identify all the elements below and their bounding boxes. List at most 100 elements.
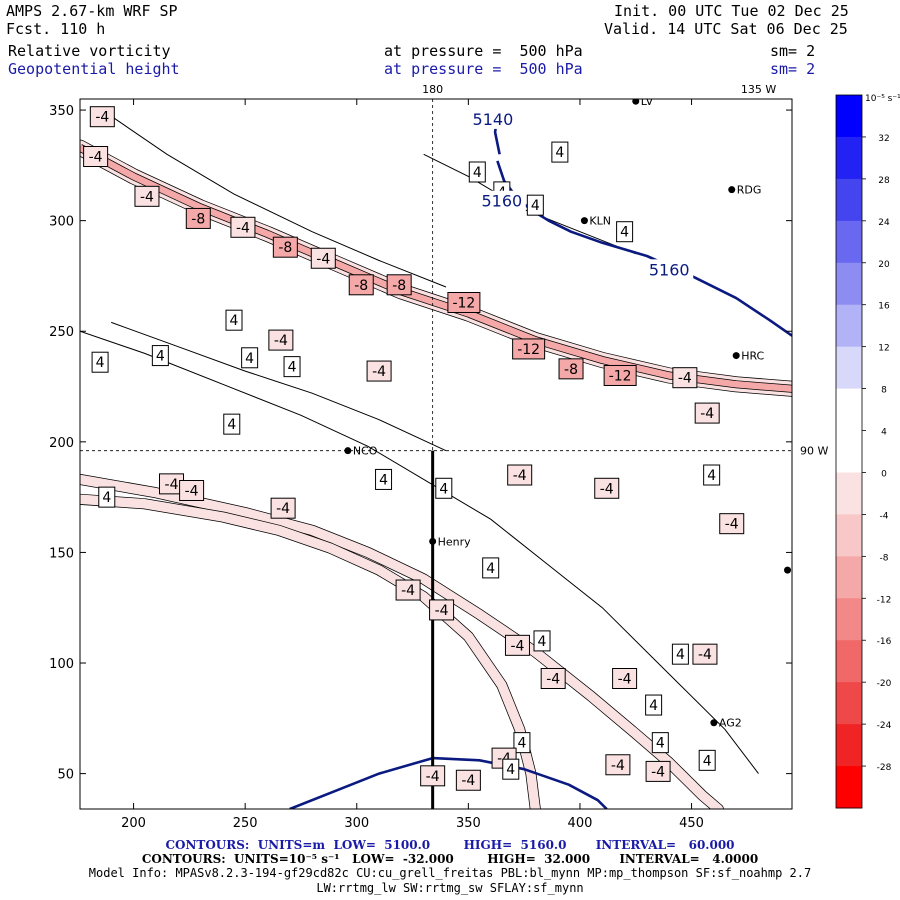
meridian-label: 135 W: [741, 83, 776, 96]
plot-area: -4-4-4-8-4-8-4-8-8-12-12-8-12-4-4444444-…: [80, 95, 792, 809]
vorticity-label-box: [694, 402, 720, 424]
vorticity-label-box: [223, 413, 241, 435]
vorticity-label-box: [507, 464, 533, 486]
vorticity-label: 4: [620, 225, 629, 241]
colorbar-tick-label: 20: [878, 260, 890, 270]
colorbar-swatch: [836, 514, 862, 557]
vorticity-label: -8: [191, 211, 205, 227]
colorbar-tick-label: -8: [880, 553, 889, 563]
vorticity-label-box: [540, 668, 566, 690]
height-label: 5160: [649, 260, 690, 279]
vorticity-label: -4: [435, 603, 449, 619]
vorticity-label-box: [605, 754, 631, 776]
station-dot: [784, 566, 792, 574]
vorticity-label-box: [179, 479, 205, 501]
vorticity-label: 4: [538, 634, 547, 650]
vorticity-label: 4: [96, 355, 105, 371]
vorticity-label-box: [89, 106, 115, 128]
colorbar-swatch: [836, 556, 862, 599]
colorbar-tick-label: 0: [881, 469, 887, 479]
vorticity-label-box: [512, 338, 546, 360]
vorticity-label-box: [366, 360, 392, 382]
vorticity-label-box: [310, 247, 336, 269]
vorticity-label-box: [692, 643, 718, 665]
vorticity-label: 4: [486, 561, 495, 577]
field2-smoothing: sm= 2: [770, 60, 816, 78]
height-label-bg: [477, 190, 526, 211]
y-tick-label: 100: [49, 657, 74, 672]
vorticity-label-box: [616, 221, 634, 243]
vorticity-label: 4: [703, 753, 712, 769]
vorticity-label: 4: [379, 472, 388, 488]
vorticity-label: -8: [392, 278, 406, 294]
pos-contour-0: [102, 109, 447, 288]
vorticity-label: 4: [676, 647, 685, 663]
colorbar-tick-label: 32: [878, 134, 889, 144]
colorbar-tick-label: -16: [877, 637, 892, 647]
station-dot: [728, 186, 736, 194]
vorticity-label-box: [671, 643, 689, 665]
station-label: LV: [641, 95, 654, 108]
vorticity-label-box: [98, 486, 116, 508]
vorticity-label-box: [447, 291, 481, 313]
vorticity-label-box: [270, 497, 296, 519]
colorbar-swatch: [836, 346, 862, 390]
vorticity-label: -4: [372, 364, 386, 380]
colorbar-tick-label: -28: [877, 763, 892, 773]
station-label: RDG: [737, 184, 762, 197]
vorticity-label-box: [272, 236, 298, 258]
vorticity-label-box: [645, 694, 663, 716]
vorticity-label: -4: [698, 647, 712, 663]
vorticity-label: -4: [95, 110, 109, 126]
y-tick-label: 350: [49, 104, 74, 119]
height-label-bg: [468, 108, 517, 129]
colorbar-swatch: [836, 472, 862, 515]
y-tick-label: 250: [49, 325, 74, 340]
valid-time: Valid. 14 UTC Sat 06 Dec 25: [604, 20, 848, 38]
vorticity-label: -4: [276, 501, 290, 517]
station-dot: [344, 447, 352, 455]
plot-frame: [79, 98, 793, 810]
vorticity-label: 4: [156, 349, 165, 365]
vorticity-label-box: [672, 367, 698, 389]
vorticity-label: -4: [185, 483, 199, 499]
vorticity-label: -4: [651, 764, 665, 780]
station-dot: [580, 217, 588, 225]
vorticity-label-box: [482, 557, 500, 579]
station-label: NCO: [353, 445, 378, 458]
height-label: 5160: [481, 192, 522, 211]
height-label: 5140: [473, 110, 514, 129]
vorticity-label: -4: [461, 773, 475, 789]
vorticity-label: -4: [89, 150, 103, 166]
colorbar-tick-label: 8: [881, 386, 887, 396]
vorticity-label-box: [395, 579, 421, 601]
vorticity-label-box: [435, 477, 453, 499]
colorbar-tick-label: -24: [877, 721, 892, 731]
colorbar-swatch: [836, 430, 862, 473]
station-dot: [710, 719, 718, 727]
vorticity-label: -4: [165, 477, 179, 493]
vorticity-label: -12: [452, 295, 475, 311]
station-label: KLN: [589, 215, 611, 228]
vorticity-label-box: [230, 216, 256, 238]
vorticity-label-box: [83, 146, 109, 168]
vorticity-label-box: [502, 758, 520, 780]
station-dot: [632, 99, 640, 105]
vorticity-label: -4: [600, 481, 614, 497]
vorticity-label-box: [513, 732, 531, 754]
vorticity-label-box: [268, 329, 294, 351]
vorticity-label: 4: [227, 417, 236, 433]
vorticity-label: 4: [656, 736, 665, 752]
vorticity-label-box: [241, 347, 259, 369]
vorticity-label: -8: [564, 362, 578, 378]
colorbar-swatch: [836, 724, 862, 767]
vorticity-label: -4: [236, 220, 250, 236]
vorticity-label-box: [151, 345, 169, 367]
field1-smoothing: sm= 2: [770, 42, 816, 60]
pos-contour-2: [111, 321, 447, 452]
station-label: AG2: [719, 717, 742, 730]
vorticity-map: -4-4-4-8-4-8-4-8-8-12-12-8-12-4-4444444-…: [49, 83, 900, 831]
vorticity-label: 4: [649, 698, 658, 714]
vorticity-label: -4: [513, 468, 527, 484]
vorticity-label-box: [455, 769, 481, 791]
